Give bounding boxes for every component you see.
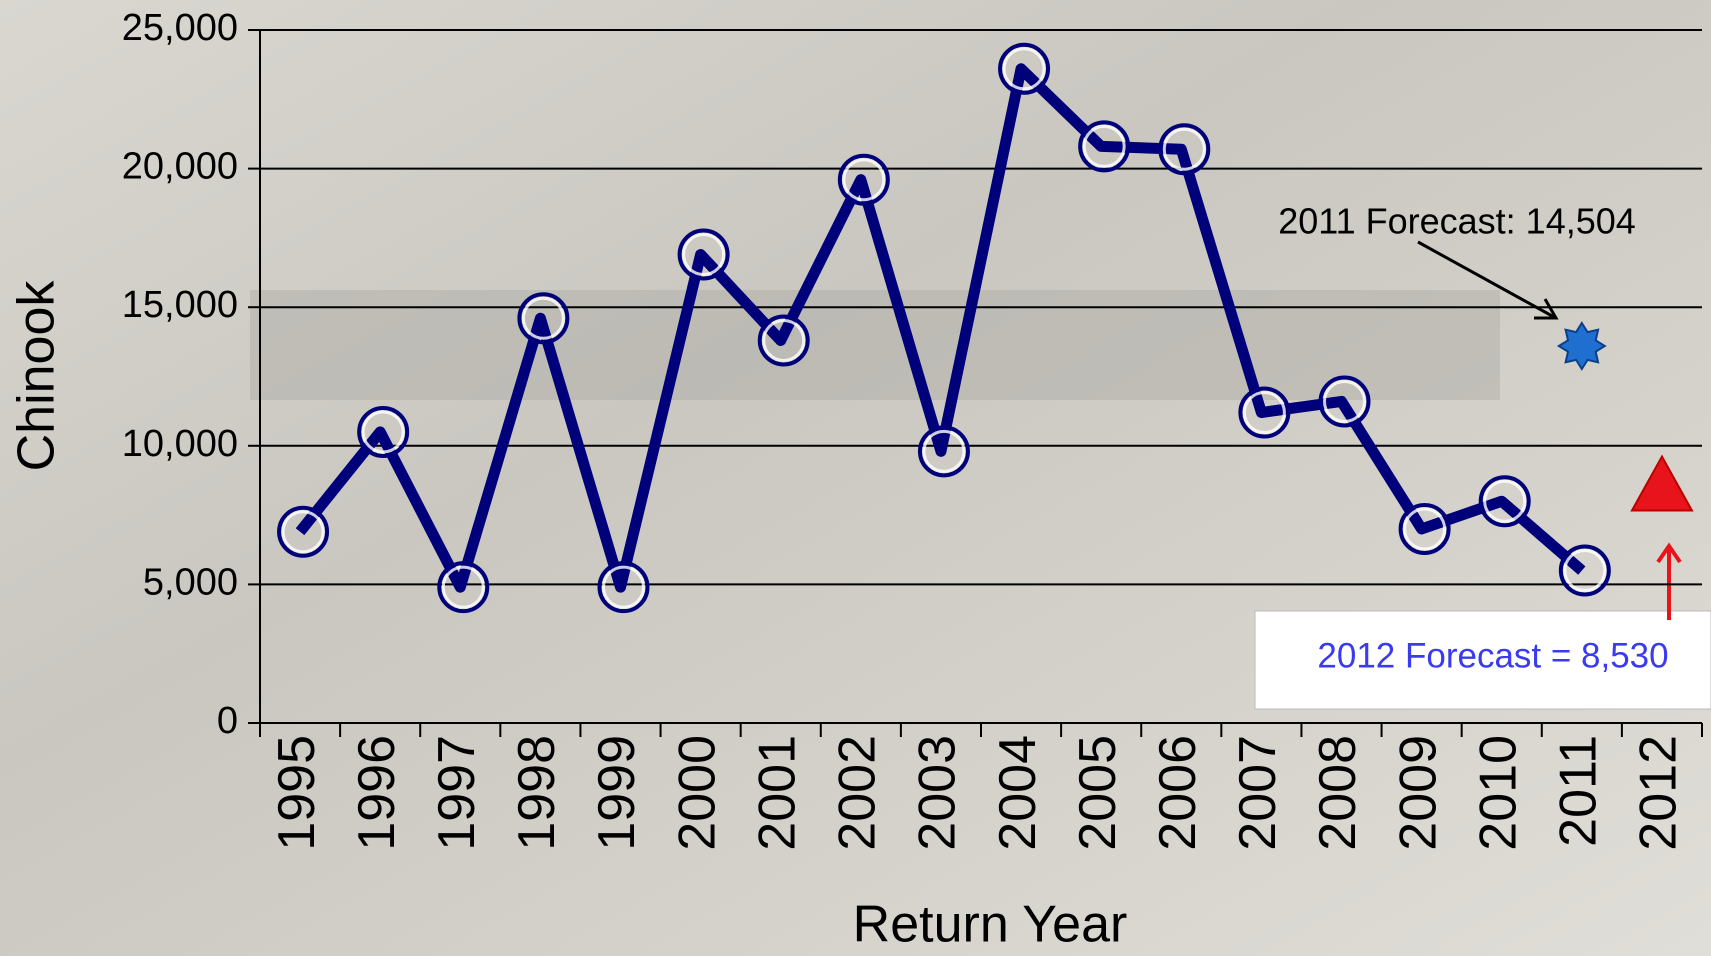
x-tick-label: 1998	[508, 735, 566, 851]
x-tick-label: 2003	[909, 735, 967, 851]
x-tick-label: 1997	[428, 735, 486, 851]
x-tick-label: 2007	[1229, 735, 1287, 851]
annotation: 2012 Forecast = 8,530	[1317, 636, 1668, 675]
chart: Return Year Chinook 2011 Forecast: 14,50…	[0, 0, 1711, 956]
y-tick-label: 0	[217, 700, 238, 742]
x-axis-title: Return Year	[853, 896, 1128, 954]
x-tick-label: 1999	[588, 735, 646, 851]
x-tick-label: 2004	[989, 735, 1047, 851]
y-tick-label: 20,000	[122, 146, 238, 188]
annotation: 2011 Forecast: 14,504	[1278, 201, 1636, 242]
x-tick-label: 2006	[1149, 735, 1207, 851]
x-tick-label: 2001	[748, 735, 806, 851]
y-tick-label: 15,000	[122, 284, 238, 326]
x-tick-label: 2002	[829, 735, 887, 851]
x-tick-label: 1996	[348, 735, 406, 851]
y-tick-label: 5,000	[143, 561, 238, 603]
y-axis-title: Chinook	[8, 280, 66, 472]
x-tick-label: 1995	[268, 735, 326, 851]
x-tick-label: 2009	[1389, 735, 1447, 851]
y-tick-label: 25,000	[122, 7, 238, 49]
x-tick-label: 2011	[1550, 735, 1608, 847]
x-tick-label: 2000	[668, 735, 726, 851]
y-tick-label: 10,000	[122, 423, 238, 465]
x-tick-label: 2010	[1469, 735, 1527, 851]
x-tick-label: 2008	[1309, 735, 1367, 851]
forecast-marker	[1559, 323, 1605, 369]
x-tick-label: 2012	[1630, 735, 1688, 851]
x-tick-label: 2005	[1069, 735, 1127, 851]
